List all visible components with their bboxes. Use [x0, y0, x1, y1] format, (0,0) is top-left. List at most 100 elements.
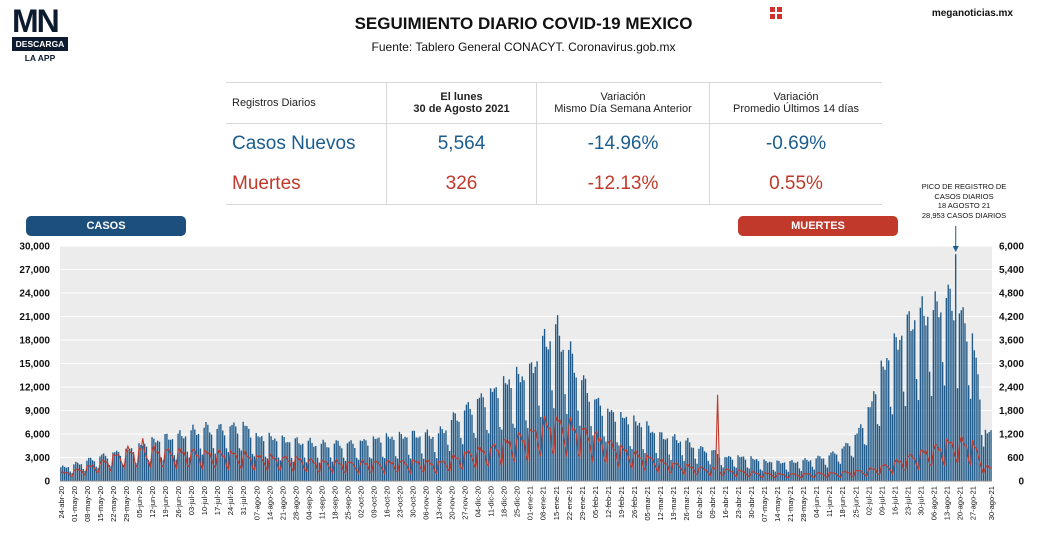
x-tick-label: 09-jul-21 [877, 486, 886, 515]
x-tick-label: 24-abr-20 [57, 486, 66, 519]
casos-bar [450, 419, 453, 481]
casos-bar [82, 468, 84, 481]
casos-bar [114, 452, 116, 481]
casos-bar [958, 313, 961, 481]
casos-bar [841, 448, 843, 481]
casos-bar [573, 372, 575, 481]
casos-bar [683, 460, 685, 481]
casos-bar [648, 425, 650, 481]
casos-bar [915, 379, 918, 481]
casos-bar [681, 455, 683, 481]
casos-bar [354, 447, 356, 481]
casos-bar [687, 437, 689, 481]
casos-bar [973, 350, 975, 481]
casos-bar [923, 315, 925, 481]
casos-bar [906, 314, 908, 481]
casos-bar [393, 439, 395, 481]
casos-bar [194, 429, 196, 481]
casos-bar [63, 466, 66, 481]
casos-bar [724, 457, 726, 481]
page-title: SEGUIMIENTO DIARIO COVID-19 MEXICO [354, 14, 693, 33]
casos-bar [155, 442, 157, 481]
x-tick-label: 25-sep-20 [343, 486, 352, 520]
casos-bar [776, 460, 778, 481]
casos-bar [166, 433, 168, 481]
casos-bar [143, 443, 146, 481]
casos-bar [664, 439, 667, 481]
x-tick-label: 28-ago-20 [291, 486, 300, 520]
legend-muertes: MUERTES [738, 216, 898, 236]
apps-grid-icon[interactable] [770, 7, 782, 19]
header-registros: Registros Diarios [226, 82, 387, 124]
casos-bar [298, 443, 300, 481]
header-var2-line2: Promedio Últimos 14 días [733, 103, 859, 115]
casos-bar [521, 376, 523, 481]
casos-bar [867, 407, 869, 481]
casos-bar [549, 341, 551, 481]
logo-app-label: LA APP [24, 53, 56, 63]
casos-bar [447, 444, 449, 481]
casos-bar [493, 388, 496, 481]
casos-bar [856, 433, 858, 481]
site-name[interactable]: meganoticias.mx [931, 8, 1013, 19]
casos-bar [435, 458, 438, 481]
casos-bar [884, 369, 886, 481]
x-tick-label: 15-ene-21 [552, 486, 561, 520]
casos-bar [110, 466, 112, 481]
casos-bar [169, 439, 172, 481]
casos-bar [575, 377, 577, 481]
x-tick-label: 12-jun-20 [148, 486, 157, 518]
casos-bar [179, 430, 181, 481]
x-tick-label: 20-ago-21 [955, 486, 964, 520]
header-fecha-line1: El lunes [440, 91, 483, 103]
x-tick-label: 29-ene-21 [578, 486, 587, 520]
x-tick-label: 25-dic-20 [513, 486, 522, 517]
casos-bar [882, 366, 884, 481]
brand-logo[interactable]: MN DESCARGA LA APP [12, 5, 68, 63]
casos-bar [910, 330, 912, 481]
casos-value: 5,564 [386, 123, 537, 164]
y-right-tick: 600 [1007, 453, 1024, 464]
casos-bar [491, 391, 494, 481]
x-tick-label: 05-feb-21 [591, 486, 600, 518]
casos-bar [116, 450, 118, 481]
casos-bar [850, 455, 853, 481]
x-tick-label: 21-ago-20 [278, 486, 287, 520]
casos-bar [127, 449, 129, 481]
casos-bar [752, 458, 754, 481]
casos-bar [763, 459, 765, 481]
y-right-tick: 4,800 [999, 289, 1024, 300]
casos-bar [977, 374, 979, 481]
casos-bar [475, 437, 477, 481]
casos-bar [808, 461, 810, 481]
casos-bar [878, 425, 881, 481]
casos-bar [365, 440, 367, 481]
casos-bar [443, 433, 445, 481]
casos-bar [391, 436, 393, 481]
casos-bar [274, 438, 276, 481]
casos-bar [91, 460, 94, 481]
stats-table: Registros Diarios El lunes 30 de Agosto 2… [226, 82, 882, 205]
y-left-tick: 18,000 [19, 336, 50, 347]
casos-bar [398, 431, 401, 481]
casos-bar [791, 460, 793, 481]
casos-bar [147, 459, 149, 481]
casos-bar [551, 390, 553, 481]
casos-bar [97, 468, 99, 481]
x-tick-label: 04-sep-20 [304, 486, 313, 520]
casos-bar [497, 398, 499, 481]
casos-bar [729, 456, 732, 481]
casos-bar [672, 436, 674, 481]
casos-bar [902, 391, 905, 481]
casos-bar [986, 433, 988, 481]
casos-bar [854, 434, 856, 481]
casos-bar [480, 393, 482, 481]
casos-bar [979, 399, 981, 481]
casos-bar [460, 437, 462, 481]
casos-bar [875, 394, 877, 481]
casos-bar [534, 366, 536, 481]
casos-bar [555, 324, 557, 481]
casos-bar [142, 445, 144, 481]
muertes-label: Muertes [226, 164, 387, 205]
casos-bar [811, 466, 814, 481]
